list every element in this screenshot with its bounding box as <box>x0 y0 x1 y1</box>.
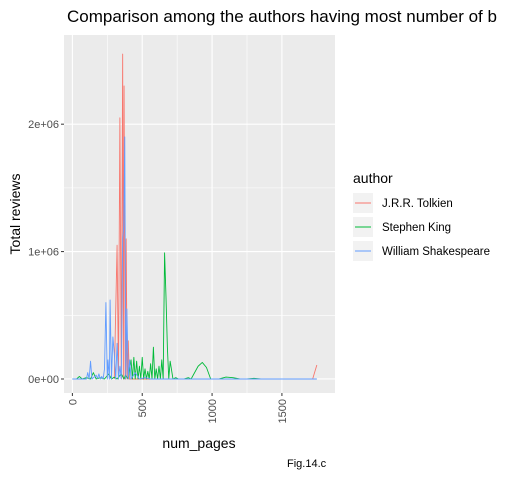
plot-panel <box>64 35 335 393</box>
x-tick-label: 0 <box>67 399 79 405</box>
x-axis-label: num_pages <box>162 435 235 451</box>
series-line-3 <box>72 136 317 380</box>
x-tick-label: 1500 <box>277 399 289 423</box>
x-tick-label: 1000 <box>207 399 219 423</box>
x-axis: 0 500 1000 1500 <box>67 393 289 423</box>
x-tick-label: 500 <box>137 399 149 417</box>
series-layer <box>72 53 318 380</box>
legend-label: William Shakespeare <box>382 246 490 258</box>
y-tick-label: 1e+06 <box>28 247 59 259</box>
grid-minor <box>64 35 335 393</box>
y-axis-label: Total reviews <box>7 174 23 255</box>
legend-label: Stephen King <box>382 222 451 234</box>
chart-title: Comparison among the authors having most… <box>67 7 497 26</box>
y-tick-label: 0e+00 <box>28 374 59 386</box>
y-tick-label: 2e+06 <box>28 119 59 131</box>
legend-label: J.R.R. Tolkien <box>382 198 453 210</box>
series-line-2 <box>72 252 310 380</box>
legend: author J.R.R. Tolkien Stephen King William… <box>353 170 490 261</box>
legend-items: J.R.R. Tolkien Stephen King William Shakes… <box>353 193 490 261</box>
series-line-1 <box>113 53 318 380</box>
legend-title: author <box>353 170 393 186</box>
figure-caption: Fig.14.c <box>287 458 327 470</box>
y-axis: 0e+00 1e+06 2e+06 <box>28 119 64 386</box>
